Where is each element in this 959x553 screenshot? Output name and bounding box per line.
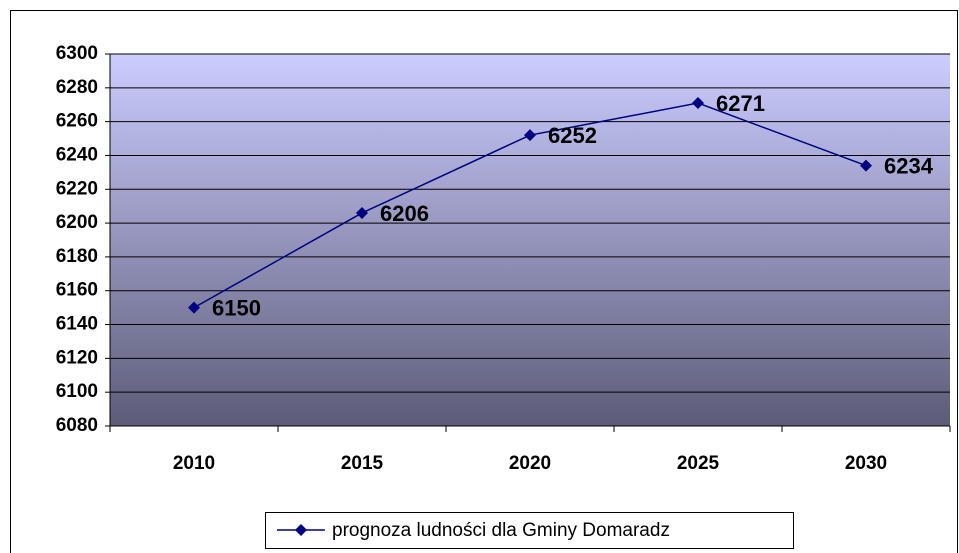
marker [692,97,704,110]
y-tick-label: 6120 [56,347,98,368]
y-tick-label: 6160 [56,280,98,301]
y-tick-label: 6300 [56,43,98,64]
data-label: 6150 [212,295,261,320]
x-tick-label: 2010 [173,453,215,474]
y-tick-label: 6180 [56,246,98,267]
y-tick-label: 6100 [56,381,98,402]
data-label: 6234 [884,153,934,178]
legend-marker [295,524,307,536]
plot-area [110,54,950,426]
y-tick-label: 6280 [56,77,98,98]
x-tick-label: 2030 [845,453,887,474]
y-tick-label: 6140 [56,314,98,335]
data-label: 6271 [716,91,765,116]
legend-box [265,512,794,549]
x-tick-label: 2025 [677,453,720,474]
marker [188,301,200,314]
marker [524,129,536,142]
marker [860,159,872,172]
data-label: 6206 [380,201,429,226]
y-tick-label: 6080 [56,415,98,436]
y-tick-label: 6260 [56,111,98,132]
y-tick-label: 6220 [56,178,98,199]
marker [356,206,368,219]
x-tick-label: 2020 [509,453,551,474]
y-tick-label: 6240 [56,144,98,165]
y-tick-label: 6200 [56,212,98,233]
legend-label: prognoza ludności dla Gminy Domaradz [332,520,670,541]
data-label: 6252 [548,123,597,148]
x-tick-label: 2015 [341,453,384,474]
